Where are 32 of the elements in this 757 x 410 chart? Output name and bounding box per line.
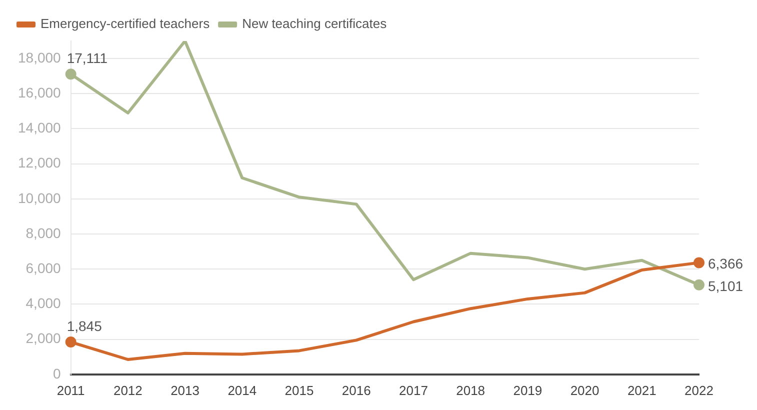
legend-label: New teaching certificates xyxy=(242,16,388,32)
point xyxy=(65,68,76,80)
x-tick-label: 2014 xyxy=(228,382,257,398)
x-tick-label: 2013 xyxy=(170,382,200,398)
y-tick-label: 0 xyxy=(53,365,62,382)
data-label: 1,845 xyxy=(66,318,102,334)
y-tick-label: 6,000 xyxy=(26,260,62,276)
x-tick-label: 2011 xyxy=(56,382,85,398)
x-tick-label: 2020 xyxy=(570,382,600,398)
x-tick-label: 2012 xyxy=(113,382,142,398)
y-tick-label: 14,000 xyxy=(18,120,62,136)
y-tick-label: 12,000 xyxy=(18,154,62,171)
data-label: 6,366 xyxy=(708,256,744,272)
data-label: 5,101 xyxy=(708,278,744,294)
data-label: 17,111 xyxy=(66,50,108,66)
x-tick-label: 2016 xyxy=(342,382,371,398)
y-tick-label: 16,000 xyxy=(18,84,62,100)
y-tick-label: 8,000 xyxy=(26,224,62,241)
y-tick-label: 10,000 xyxy=(18,190,62,206)
x-tick-label: 2018 xyxy=(456,382,486,398)
legend-label: Emergency-certified teachers xyxy=(40,16,210,32)
x-tick-label: 2017 xyxy=(399,382,428,398)
y-tick-label: 18,000 xyxy=(18,49,62,66)
y-tick-label: 4,000 xyxy=(26,295,62,312)
x-tick-label: 2019 xyxy=(513,382,542,398)
y-tick-label: 2,000 xyxy=(26,330,62,346)
x-tick-label: 2021 xyxy=(627,382,656,398)
x-tick-label: 2015 xyxy=(284,382,314,398)
x-tick-label: 2022 xyxy=(684,382,714,398)
point xyxy=(694,257,704,268)
point xyxy=(694,279,704,290)
point xyxy=(65,336,76,348)
